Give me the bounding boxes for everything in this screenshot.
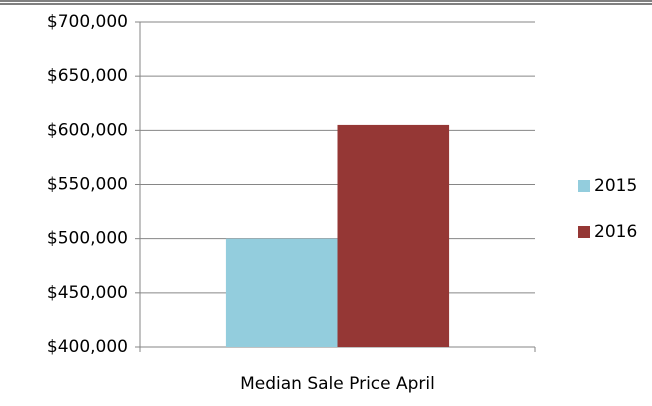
y-tick-label: $700,000 <box>47 12 128 32</box>
bar <box>337 124 450 348</box>
y-tick-label: $550,000 <box>47 175 128 195</box>
bar <box>225 238 338 347</box>
x-tick-label: Median Sale Price April <box>240 374 435 394</box>
y-tick-label: $400,000 <box>47 337 128 357</box>
legend-swatch <box>578 180 590 192</box>
legend-label: 2015 <box>594 176 637 196</box>
legend-swatch <box>578 226 590 238</box>
y-tick-label: $650,000 <box>47 66 128 86</box>
legend-label: 2016 <box>594 222 637 242</box>
y-tick-label: $450,000 <box>47 283 128 303</box>
y-tick-label: $500,000 <box>47 229 128 249</box>
y-tick-label: $600,000 <box>47 120 128 140</box>
